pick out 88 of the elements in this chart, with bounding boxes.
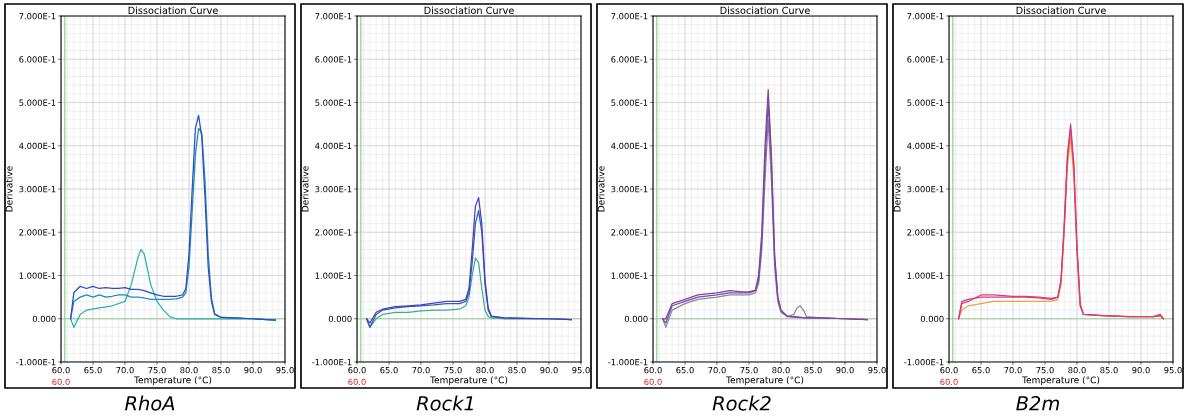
y-tick-label: -1.000E-1: [608, 358, 648, 366]
text: Rock2: [712, 395, 771, 411]
y-tick-label: 4.000E-1: [315, 142, 352, 150]
x-tick-label: 65.0: [84, 367, 102, 374]
y-tick-label: 5.000E-1: [315, 99, 352, 106]
y-tick-label: -1.000E-1: [312, 358, 352, 366]
y-tick-label: 3.000E-1: [611, 185, 648, 193]
y-tick-label: 6.000E-1: [19, 56, 56, 63]
y-tick-label: 1.000E-1: [315, 272, 352, 279]
x-tick-label: 95.0: [868, 367, 886, 374]
x-tick-label: 80.0: [1068, 367, 1086, 374]
chart-title: Dissociation Curve: [1016, 6, 1106, 15]
x-tick-label: 60.0: [940, 367, 958, 374]
x-tick-label: 65.0: [380, 367, 398, 374]
x-tick-label: 85.0: [508, 367, 526, 374]
x-tick-label: 90.0: [540, 367, 558, 374]
text: 60.0: [940, 378, 958, 386]
y-tick-label: 3.000E-1: [315, 185, 352, 193]
y-axis-title: Derivative: [597, 166, 605, 212]
y-tick-label: 5.000E-1: [907, 99, 944, 106]
x-tick-label: 90.0: [836, 367, 854, 374]
x-tick-label: 60.0: [348, 367, 366, 374]
y-tick-label: 2.000E-1: [19, 229, 56, 236]
x-tick-label: 95.0: [1164, 367, 1182, 374]
y-tick-label: -1.000E-1: [904, 358, 944, 366]
y-tick-label: 2.000E-1: [907, 229, 944, 236]
y-tick-label: 2.000E-1: [315, 229, 352, 236]
y-tick-label: 1.000E-1: [907, 272, 944, 279]
x-tick-label: 90.0: [1132, 367, 1150, 374]
y-tick-label: 0.000: [328, 315, 352, 323]
text: RhoA: [125, 395, 175, 411]
chart-title: Dissociation Curve: [424, 6, 514, 15]
x-tick-label: 60.0: [644, 367, 662, 374]
x-tick-label: 95.0: [276, 367, 294, 374]
x-axis-title: Temperature (°C): [134, 376, 212, 386]
text: 60.0: [644, 378, 662, 386]
y-tick-label: 3.000E-1: [907, 185, 944, 193]
x-tick-label: 70.0: [116, 367, 134, 374]
x-tick-label: 60.0: [52, 367, 70, 374]
y-tick-label: 1.000E-1: [19, 272, 56, 279]
x-tick-label: 65.0: [972, 367, 990, 374]
y-axis-title: Derivative: [301, 166, 309, 212]
y-tick-label: 4.000E-1: [19, 142, 56, 150]
y-tick-label: 6.000E-1: [907, 56, 944, 63]
text: 60.0: [52, 378, 70, 386]
y-tick-label: 7.000E-1: [19, 12, 56, 20]
x-tick-label: 80.0: [476, 367, 494, 374]
x-tick-label: 75.0: [444, 367, 462, 374]
y-tick-label: 4.000E-1: [907, 142, 944, 150]
y-tick-label: 5.000E-1: [19, 99, 56, 106]
y-tick-label: 7.000E-1: [315, 12, 352, 20]
y-tick-label: 4.000E-1: [611, 142, 648, 150]
y-tick-label: -1.000E-1: [16, 358, 56, 366]
y-tick-label: 6.000E-1: [611, 56, 648, 63]
y-tick-label: 7.000E-1: [907, 12, 944, 20]
y-axis-title: Derivative: [5, 166, 13, 212]
y-tick-label: 1.000E-1: [611, 272, 648, 279]
text: B2m: [1016, 395, 1059, 411]
x-tick-label: 75.0: [1036, 367, 1054, 374]
x-tick-label: 90.0: [244, 367, 262, 374]
x-tick-label: 70.0: [708, 367, 726, 374]
y-tick-label: 3.000E-1: [19, 185, 56, 193]
x-tick-label: 85.0: [212, 367, 230, 374]
x-tick-label: 75.0: [740, 367, 758, 374]
x-axis-title: Temperature (°C): [430, 376, 508, 386]
x-axis-title: Temperature (°C): [726, 376, 804, 386]
x-tick-label: 65.0: [676, 367, 694, 374]
y-tick-label: 5.000E-1: [611, 99, 648, 106]
x-tick-label: 80.0: [772, 367, 790, 374]
y-tick-label: 2.000E-1: [611, 229, 648, 236]
x-tick-label: 70.0: [412, 367, 430, 374]
x-tick-label: 70.0: [1004, 367, 1022, 374]
x-tick-label: 85.0: [1100, 367, 1118, 374]
text: Rock1: [416, 395, 473, 411]
y-tick-label: 7.000E-1: [611, 12, 648, 20]
y-tick-label: 6.000E-1: [315, 56, 352, 63]
x-axis-title: Temperature (°C): [1022, 376, 1100, 386]
x-tick-label: 75.0: [148, 367, 166, 374]
chart-title: Dissociation Curve: [128, 6, 218, 15]
chart-title: Dissociation Curve: [720, 6, 810, 15]
text: 60.0: [348, 378, 366, 386]
y-axis-title: Derivative: [893, 166, 901, 212]
y-tick-label: 0.000: [624, 315, 648, 323]
y-tick-label: 0.000: [32, 315, 56, 323]
x-tick-label: 80.0: [180, 367, 198, 374]
y-tick-label: 0.000: [920, 315, 944, 323]
x-tick-label: 95.0: [572, 367, 590, 374]
x-tick-label: 85.0: [804, 367, 822, 374]
